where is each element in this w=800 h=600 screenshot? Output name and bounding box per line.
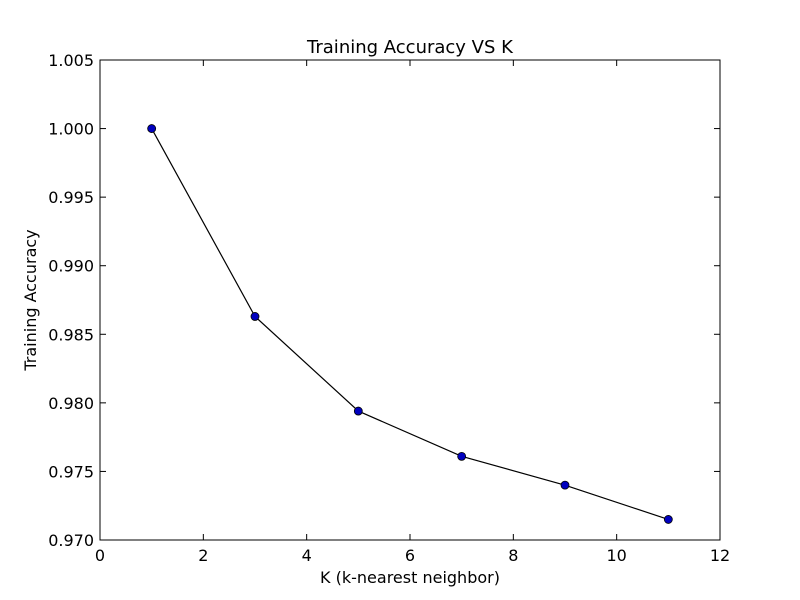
data-point [250, 312, 260, 321]
x-tick-label: 0 [95, 546, 105, 565]
y-tick-label: 0.995 [48, 188, 94, 207]
y-tick-label: 0.985 [48, 325, 94, 344]
y-tick-label: 1.005 [48, 51, 94, 70]
x-axis-ticks: 0 2 4 6 8 10 12 [95, 60, 730, 565]
x-tick-label: 6 [405, 546, 415, 565]
data-point [353, 406, 363, 416]
y-tick-label: 0.970 [48, 531, 94, 550]
data-point [147, 124, 157, 133]
series-layer [147, 124, 673, 524]
x-tick-label: 10 [606, 546, 626, 565]
x-tick-label: 4 [302, 546, 312, 565]
x-axis-label: K (k-nearest neighbor) [320, 568, 500, 587]
y-tick-label: 0.980 [48, 394, 94, 413]
data-point [560, 480, 570, 490]
data-point [457, 451, 467, 461]
y-axis-label: Training Accuracy [21, 229, 40, 371]
y-tick-label: 0.990 [48, 257, 94, 276]
y-tick-label: 1.000 [48, 120, 94, 139]
x-tick-label: 8 [508, 546, 518, 565]
series-line [151, 128, 669, 520]
plot-frame [99, 59, 721, 541]
y-tick-label: 0.975 [48, 462, 94, 481]
x-tick-label: 12 [710, 546, 730, 565]
data-point [663, 515, 673, 524]
x-tick-label: 2 [198, 546, 208, 565]
y-axis-ticks: 0.970 0.975 0.980 0.985 0.990 0.995 1.000 1.005 [48, 51, 720, 550]
chart-title: Training Accuracy VS K [306, 37, 514, 58]
